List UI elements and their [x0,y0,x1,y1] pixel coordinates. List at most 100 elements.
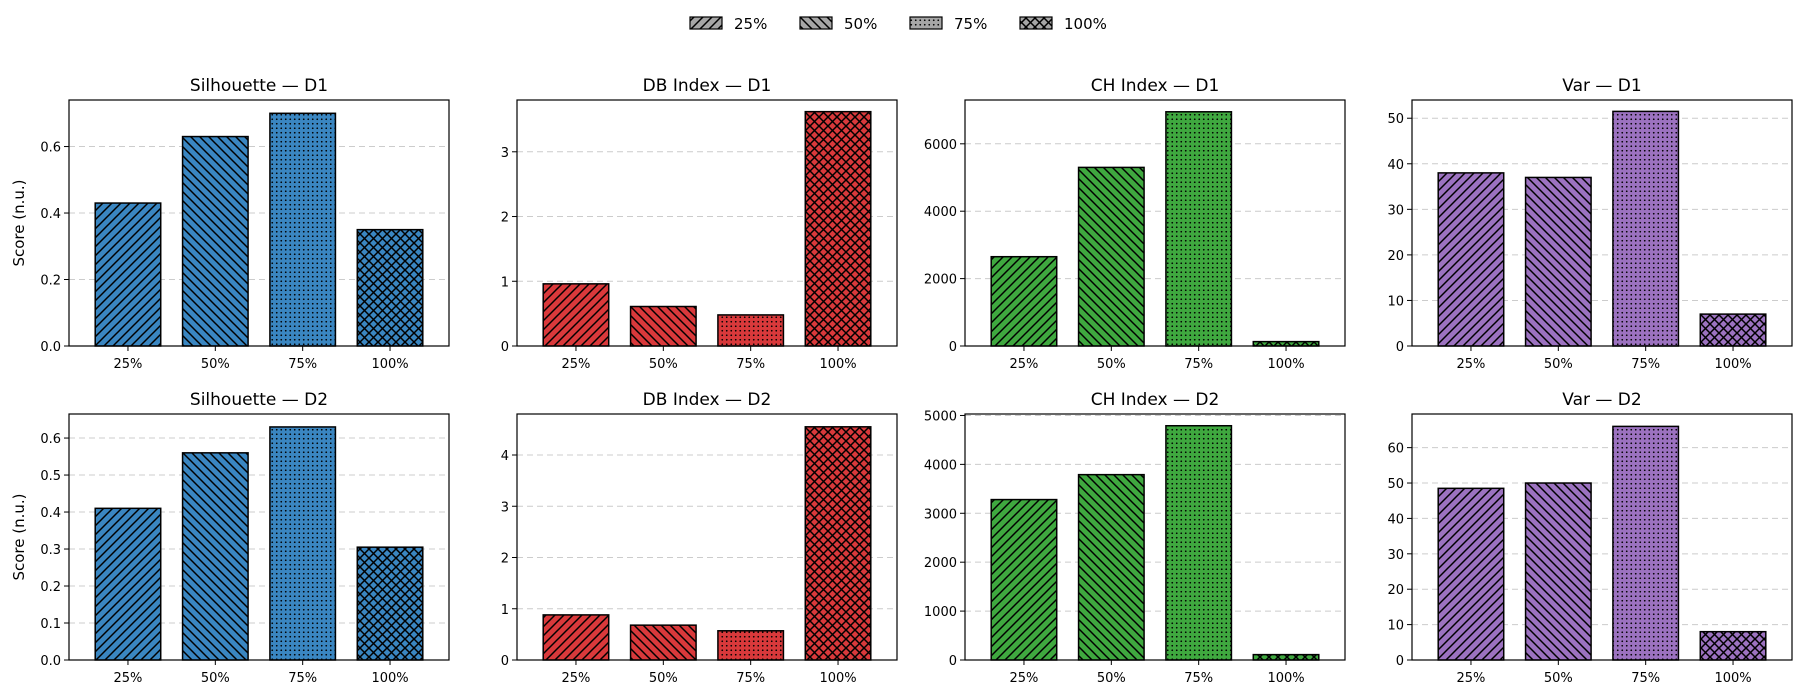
axes-frame [1411,413,1793,661]
axes-frame [964,413,1346,661]
bar-50pct [629,305,697,347]
chart-panel-8: Var — D2 0 10 20 30 40 50 60 25% 50% 75% 100% [1387,390,1793,686]
y-tick-label: 0.2 [40,580,61,595]
bar-75pct [1612,110,1680,347]
chart-title: Var — D1 [1562,76,1641,96]
x-tick-label: 50% [1097,357,1126,372]
y-tick-label: 0.4 [40,506,61,521]
bar-100pct [1699,313,1767,347]
chart-panel-2: DB Index — D1 0 1 2 3 25% 50% 75% 100% [501,76,898,372]
x-tick-label: 100% [371,671,408,686]
legend-swatch-4 [1019,16,1053,30]
x-tick-label: 75% [736,357,765,372]
y-tick-label: 3000 [924,507,957,522]
y-axis-label: Score (n.u.) [10,179,28,266]
x-tick-label: 100% [1714,671,1751,686]
axes-frame [516,99,898,347]
bar-75pct [1165,111,1233,347]
y-tick-label: 1000 [924,605,957,620]
y-tick-label: 0.1 [40,617,61,632]
x-tick-label: 75% [1631,357,1660,372]
legend-swatch-2 [799,16,833,30]
bar-100pct [804,426,872,661]
chart-panel-3: CH Index — D1 0 2000 4000 6000 25% 50% 75% 100% [924,76,1346,372]
y-tick-label: 30 [1387,203,1404,218]
chart-title: Silhouette — D1 [190,76,328,96]
x-tick-label: 25% [1010,357,1039,372]
x-tick-label: 75% [1184,357,1213,372]
bar-100pct [356,228,424,347]
bar-25pct [1437,487,1505,661]
x-tick-label: 50% [1097,671,1126,686]
legend-label-1: 25% [734,15,767,33]
x-tick-label: 100% [819,357,856,372]
chart-panel-1: Silhouette — D1 0.0 0.2 0.4 0.6 25% 50% 75% 100%… [10,76,450,372]
bar-25pct [542,614,610,661]
axes-frame [1411,99,1793,347]
chart-title: DB Index — D2 [643,390,772,410]
x-tick-label: 100% [1267,671,1304,686]
x-tick-label: 50% [649,671,678,686]
legend-label-3: 75% [954,15,987,33]
x-tick-label: 25% [114,357,143,372]
y-tick-label: 2 [501,211,509,226]
axes-frame [68,99,450,347]
bar-50pct [1077,166,1145,347]
bar-50pct [629,624,697,661]
x-tick-label: 25% [562,671,591,686]
y-tick-label: 4 [501,449,509,464]
y-tick-label: 0.6 [40,141,61,156]
bar-25pct [94,507,162,661]
y-tick-label: 0.3 [40,543,61,558]
y-tick-label: 0.5 [40,469,61,484]
chart-title: CH Index — D2 [1091,390,1220,410]
chart-title: Silhouette — D2 [190,390,328,410]
y-tick-label: 0 [949,654,957,669]
bar-50pct [1077,473,1145,661]
chart-title: DB Index — D1 [643,76,772,96]
bar-75pct [1165,424,1233,661]
chart-panel-4: Var — D1 0 10 20 30 40 50 25% 50% 75% 100% [1387,76,1793,372]
y-tick-label: 10 [1387,619,1404,634]
bar-25pct [94,202,162,347]
bar-75pct [717,630,785,661]
x-tick-label: 75% [1184,671,1213,686]
y-tick-label: 0 [501,340,509,355]
y-tick-label: 1 [501,275,509,290]
bar-100pct [1699,630,1767,661]
bar-25pct [542,283,610,347]
bar-25pct [990,498,1058,661]
y-tick-label: 2 [501,552,509,567]
x-tick-label: 25% [114,671,143,686]
y-tick-label: 40 [1387,158,1404,173]
chart-panel-6: DB Index — D2 0 1 2 3 4 25% 50% 75% 100% [501,390,898,686]
y-tick-label: 30 [1387,548,1404,563]
y-tick-label: 4000 [924,205,957,220]
bar-100pct [356,546,424,661]
bar-25pct [1437,172,1505,347]
chart-panel-5: Silhouette — D2 0.0 0.1 0.2 0.3 0.4 0.5 0.6 25% 5… [10,390,450,686]
legend-swatch-1 [689,16,723,30]
y-tick-label: 3 [501,146,509,161]
y-tick-label: 1 [501,603,509,618]
bar-25pct [990,255,1058,347]
y-tick-label: 2000 [924,273,957,288]
y-tick-label: 0.2 [40,274,61,289]
bar-75pct [1612,425,1680,661]
bar-100pct [804,110,872,347]
x-tick-label: 100% [1714,357,1751,372]
y-tick-label: 0 [949,340,957,355]
x-tick-label: 100% [371,357,408,372]
x-tick-label: 50% [649,357,678,372]
y-tick-label: 0.4 [40,207,61,222]
x-tick-label: 50% [1544,357,1573,372]
bar-50pct [1524,176,1592,347]
y-tick-label: 3 [501,500,509,515]
legend: 25% 50% 75% 100% [689,15,1107,33]
legend-label-4: 100% [1064,15,1107,33]
legend-label-2: 50% [844,15,877,33]
axes-frame [68,413,450,661]
bar-100pct [1252,653,1320,661]
chart-panel-7: CH Index — D2 0 1000 2000 3000 4000 5000 25% 50%… [924,390,1346,686]
y-tick-label: 20 [1387,249,1404,264]
